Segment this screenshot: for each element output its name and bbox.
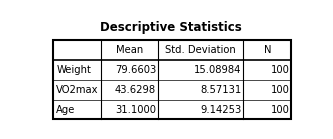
Text: Mean: Mean — [116, 45, 144, 55]
Text: VO2max: VO2max — [56, 85, 99, 95]
Text: 43.6298: 43.6298 — [115, 85, 156, 95]
Text: Age: Age — [56, 105, 76, 115]
Text: 79.6603: 79.6603 — [115, 65, 156, 75]
Text: 100: 100 — [270, 105, 289, 115]
Text: 100: 100 — [270, 85, 289, 95]
Text: 100: 100 — [270, 65, 289, 75]
Text: N: N — [264, 45, 271, 55]
Text: 31.1000: 31.1000 — [115, 105, 156, 115]
Text: 8.57131: 8.57131 — [200, 85, 241, 95]
Text: 9.14253: 9.14253 — [200, 105, 241, 115]
Text: Std. Deviation: Std. Deviation — [165, 45, 236, 55]
Text: Weight: Weight — [56, 65, 91, 75]
Text: Descriptive Statistics: Descriptive Statistics — [100, 21, 241, 34]
Text: 15.08984: 15.08984 — [194, 65, 241, 75]
